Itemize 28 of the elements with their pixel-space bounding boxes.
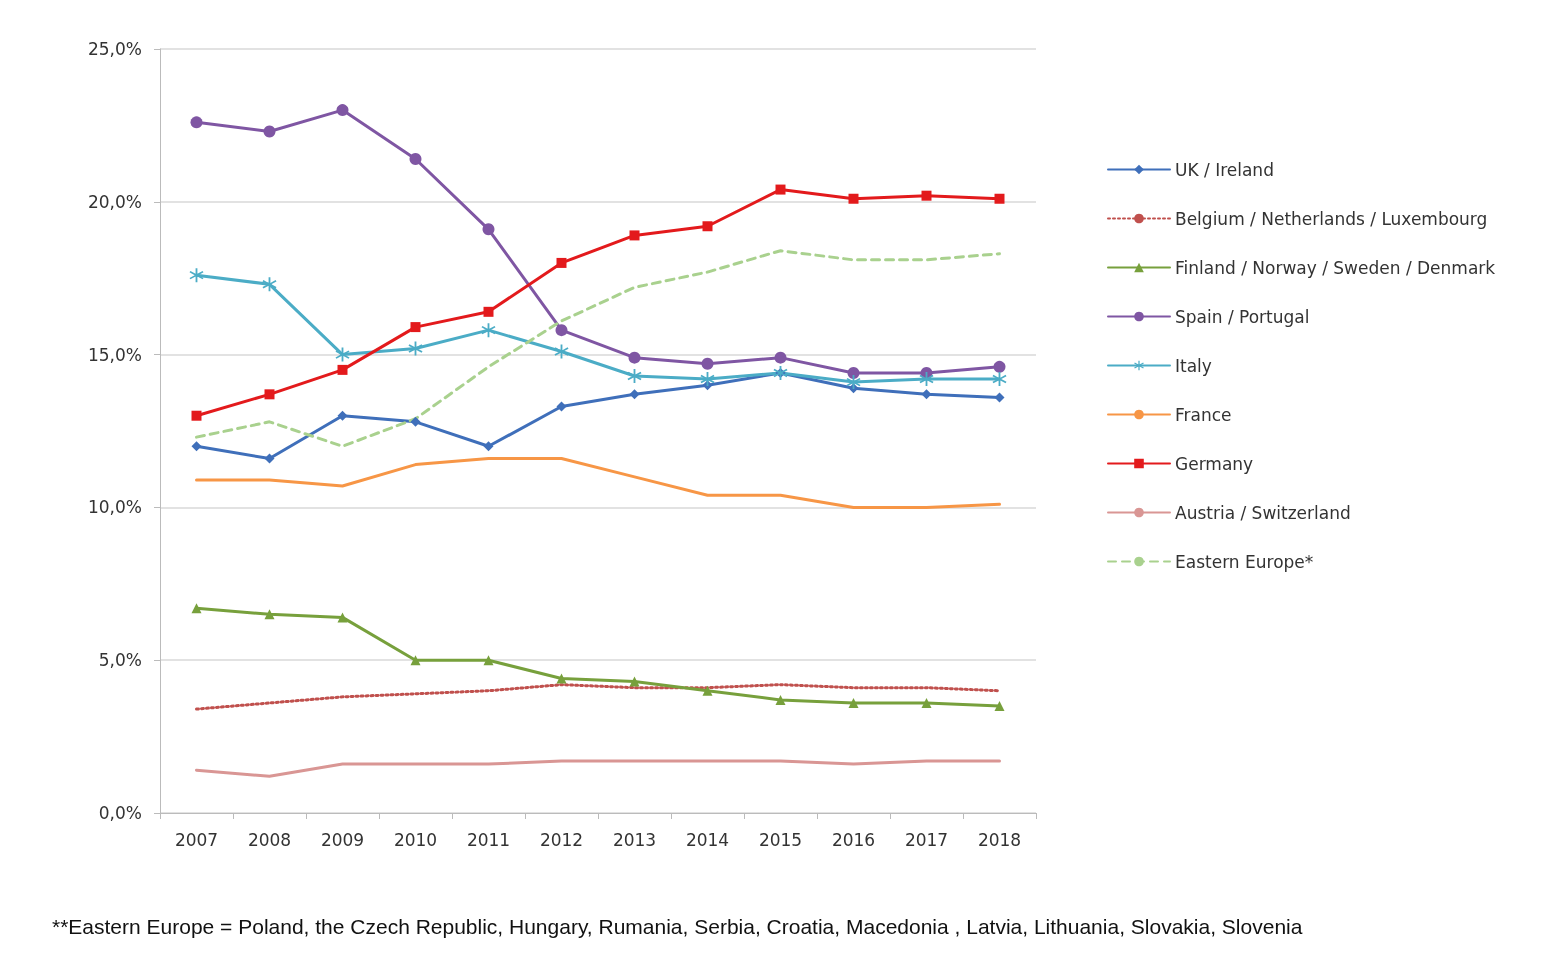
legend-label: Austria / Switzerland: [1175, 502, 1351, 523]
legend-label: Belgium / Netherlands / Luxembourg: [1175, 208, 1488, 229]
x-tick-label: 2010: [393, 829, 438, 850]
x-tick-label: 2008: [247, 829, 292, 850]
legend-label: Spain / Portugal: [1175, 306, 1310, 327]
y-tick-label: 10,0%: [87, 497, 142, 518]
y-tick-label: 5,0%: [98, 650, 142, 671]
text: **Eastern Europe = Poland, the Czech Republic, Hungary, Rumania, Serbia, Croatia, Macedonia , Latvia, Lithuania, Slovakia, Slovenia: [52, 915, 1303, 938]
x-tick-label: 2018: [977, 829, 1022, 850]
legend-label: Germany: [1175, 453, 1254, 474]
y-tick-label: 15,0%: [87, 344, 142, 365]
y-tick-label: 20,0%: [87, 191, 142, 212]
x-tick-label: 2013: [612, 829, 657, 850]
x-tick-label: 2009: [320, 829, 365, 850]
legend-label: Italy: [1175, 355, 1212, 376]
y-tick-label: 25,0%: [87, 39, 142, 59]
x-tick-label: 2007: [174, 829, 219, 850]
y-tick-label: 0,0%: [98, 803, 142, 823]
x-tick-label: 2017: [904, 829, 949, 850]
x-tick-label: 2014: [685, 829, 730, 850]
x-tick-label: 2015: [758, 829, 803, 850]
legend-label: Finland / Norway / Sweden / Denmark: [1175, 257, 1496, 278]
x-tick-label: 2011: [466, 829, 511, 850]
x-tick-label: 2012: [539, 829, 584, 850]
legend-label: UK / Ireland: [1175, 159, 1274, 180]
x-tick-label: 2016: [831, 829, 876, 850]
legend-label: France: [1175, 404, 1232, 425]
legend-label: Eastern Europe*: [1175, 551, 1314, 572]
